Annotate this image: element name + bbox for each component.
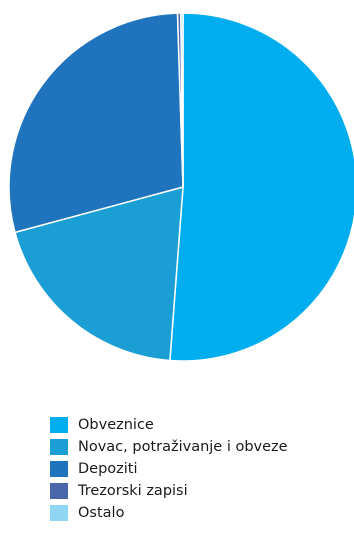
legend-item[interactable]: Trezorski zapisi [50,480,288,502]
legend-swatch [50,461,68,477]
chart-legend: Obveznice Novac, potraživanje i obveze Dep… [50,414,288,524]
pie-chart-svg [8,12,354,362]
legend-label: Novac, potraživanje i obveze [78,439,288,455]
legend-item[interactable]: Novac, potraživanje i obveze [50,436,288,458]
legend-label: Ostalo [78,505,125,521]
legend-item[interactable]: Obveznice [50,414,288,436]
legend-swatch [50,417,68,433]
legend-label: Depoziti [78,461,138,477]
legend-item[interactable]: Ostalo [50,502,288,524]
legend-swatch [50,439,68,455]
pie-slice-4[interactable] [180,12,184,188]
legend-swatch [50,483,68,499]
pie-slice-1[interactable] [14,186,184,362]
legend-item[interactable]: Depoziti [50,458,288,480]
legend-label: Trezorski zapisi [78,483,188,499]
legend-label: Obveznice [78,417,154,433]
legend-swatch [50,505,68,521]
pie-chart [8,12,354,362]
pie-slice-2[interactable] [8,12,184,234]
pie-slice-0[interactable] [169,12,354,362]
